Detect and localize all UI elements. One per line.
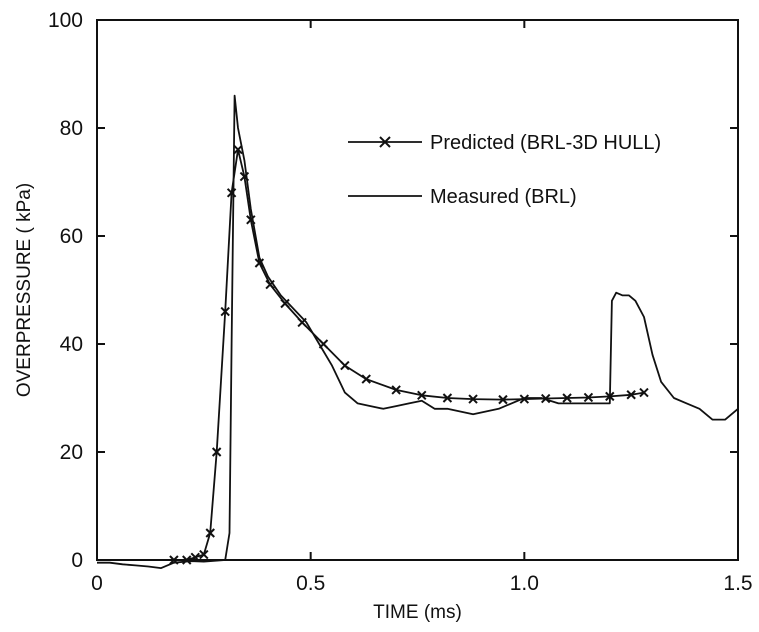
y-axis-title: OVERPRESSURE ( kPa) — [14, 183, 35, 397]
y-tick-label: 20 — [60, 441, 83, 464]
predicted-point-marker — [233, 144, 243, 155]
predicted-point-marker — [265, 279, 275, 290]
y-tick-label: 60 — [60, 225, 83, 248]
predicted-point-marker — [519, 394, 530, 404]
y-tick-label: 100 — [48, 9, 83, 32]
x-tick-label: 0.5 — [296, 572, 325, 595]
y-tick-label: 80 — [60, 117, 83, 140]
predicted-point-marker — [340, 360, 350, 371]
x-axis-title: TIME (ms) — [373, 602, 462, 623]
predicted-point-marker — [468, 394, 478, 404]
legend-predicted-marker — [379, 136, 391, 148]
y-tick-label: 0 — [71, 549, 83, 572]
x-tick-label: 1.0 — [510, 572, 539, 595]
predicted-point-marker — [205, 528, 215, 538]
predicted-point-marker — [639, 387, 649, 398]
legend-predicted-label: Predicted (BRL-3D HULL) — [430, 132, 661, 154]
predicted-point-marker — [280, 298, 290, 309]
predicted-point-marker — [199, 549, 209, 560]
predicted-series-line — [97, 148, 645, 561]
predicted-point-marker — [391, 385, 401, 395]
y-tick-label: 40 — [60, 333, 83, 356]
predicted-point-marker — [417, 390, 427, 401]
legend: Predicted (BRL-3D HULL) Measured (BRL) — [348, 132, 661, 208]
predicted-point-marker — [220, 306, 230, 317]
predicted-point-marker — [182, 555, 192, 565]
x-tick-label: 1.5 — [723, 572, 752, 595]
measured-series-line — [97, 94, 739, 569]
legend-measured-label: Measured (BRL) — [430, 186, 577, 208]
predicted-point-marker — [190, 552, 200, 563]
predicted-point-marker — [211, 447, 222, 457]
predicted-point-marker — [562, 393, 572, 403]
predicted-point-marker — [442, 393, 453, 403]
predicted-point-marker — [498, 394, 508, 405]
predicted-point-marker — [583, 392, 594, 403]
plot-frame — [96, 19, 739, 561]
x-tick-label: 0 — [91, 572, 103, 595]
predicted-point-marker — [361, 374, 371, 384]
predicted-point-marker — [626, 390, 636, 400]
